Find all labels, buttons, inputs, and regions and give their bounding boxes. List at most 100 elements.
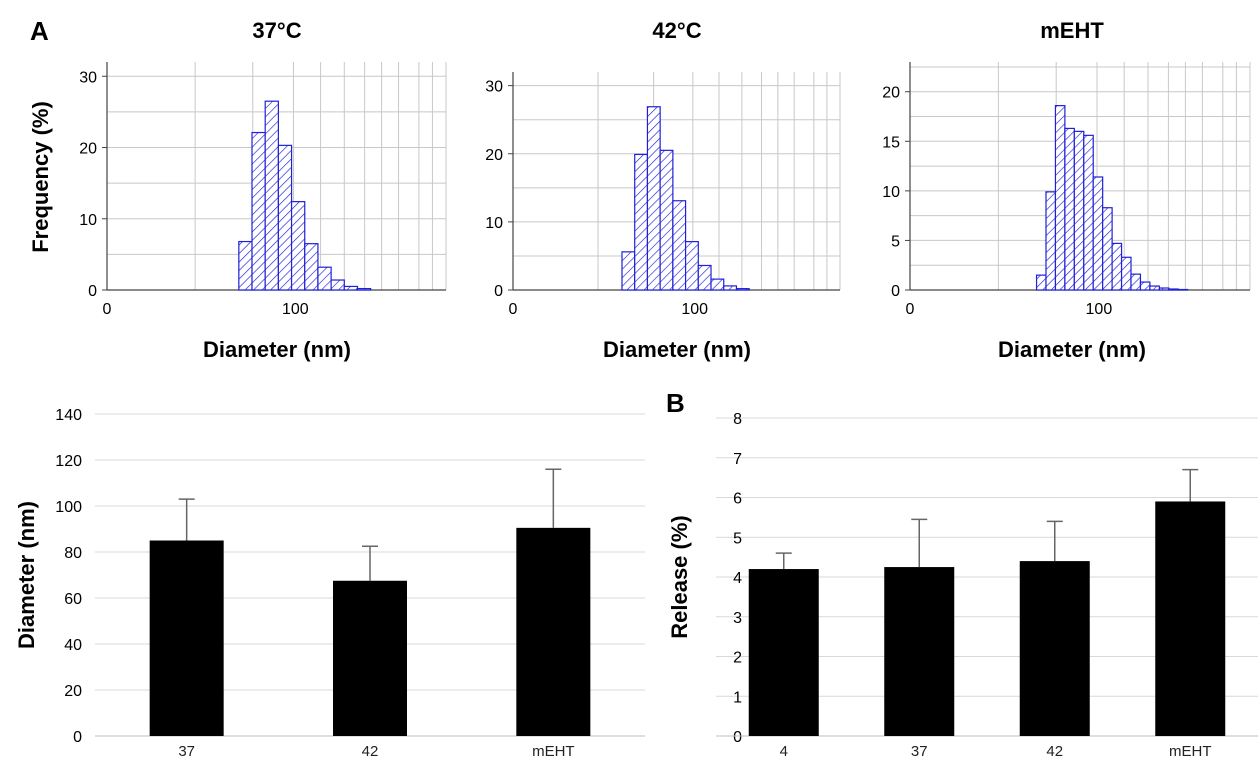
histogram-bar (1139, 281, 1151, 291)
bar (748, 569, 819, 736)
histogram-bar (1073, 130, 1085, 291)
histogram-bar (697, 264, 712, 291)
histogram-bar (621, 251, 636, 291)
histogram-bar (1092, 176, 1104, 291)
histogram-bar (735, 288, 750, 291)
y-tick-label: 3 (733, 610, 742, 627)
y-tick-label: 20 (485, 147, 503, 164)
histogram-title: mEHT (1040, 18, 1104, 43)
histogram-bar (1064, 127, 1075, 291)
y-tick-label: 0 (494, 283, 503, 300)
x-tick-label: mEHT (532, 743, 575, 760)
bar (516, 527, 591, 736)
y-tick-label: 5 (891, 233, 900, 250)
y-tick-label: 20 (64, 683, 82, 700)
histogram-bar (1083, 134, 1094, 291)
histogram-bar (251, 131, 266, 291)
y-tick-label: 20 (79, 141, 97, 158)
histogram-bar (1177, 288, 1189, 291)
x-tick-label: 42 (362, 743, 379, 760)
histogram-bar (238, 240, 253, 291)
histogram-meht: mEHT Diameter (nm) 0 5 10 15 20 0 100 (882, 18, 1251, 362)
histogram-bar (1102, 207, 1113, 291)
histogram-bar (1054, 105, 1066, 291)
histogram-bar (672, 200, 687, 291)
bar (1155, 501, 1226, 736)
bar (333, 580, 407, 736)
y-tick-label: 7 (733, 451, 742, 468)
histogram-bar (1045, 191, 1057, 291)
histogram-title: 37°C (252, 18, 301, 43)
y-axis-title: Diameter (nm) (14, 501, 39, 649)
y-tick-label: 5 (733, 530, 742, 547)
y-tick-label: 0 (88, 283, 97, 300)
histogram-title: 42°C (652, 18, 701, 43)
y-tick-label: 15 (882, 134, 900, 151)
y-tick-label: 0 (733, 729, 742, 746)
histogram-bar (646, 106, 661, 291)
histogram-bar (710, 278, 725, 291)
y-tick-label: 40 (64, 637, 82, 654)
histogram-bar (1149, 285, 1160, 291)
x-axis-title: Diameter (nm) (603, 337, 751, 362)
x-axis-title: Diameter (nm) (998, 337, 1146, 362)
y-tick-label: 6 (733, 491, 742, 508)
x-tick-label: 0 (103, 301, 112, 318)
release-bar-chart: Release (%) 0 1 2 3 4 5 6 7 8 4 37 42 mEHT (667, 411, 1258, 760)
histogram-bar (290, 201, 306, 291)
x-axis-title: Diameter (nm) (203, 337, 351, 362)
histogram-bar (277, 144, 293, 291)
y-tick-label: 120 (55, 453, 82, 470)
y-tick-label: 10 (882, 184, 900, 201)
histogram-bar (330, 279, 345, 291)
bar (1019, 561, 1090, 736)
histogram-bar (343, 285, 359, 291)
y-tick-label: 140 (55, 407, 82, 424)
y-tick-label: 20 (882, 85, 900, 102)
x-tick-label: 4 (780, 743, 788, 760)
y-tick-label: 0 (73, 729, 82, 746)
histogram-bar (723, 285, 738, 291)
x-tick-label: 42 (1046, 743, 1063, 760)
histogram-bar (1035, 274, 1047, 291)
x-tick-label: mEHT (1169, 743, 1212, 760)
histogram-bar (1158, 287, 1170, 291)
x-tick-label: 0 (509, 301, 518, 318)
bar (149, 540, 224, 736)
histogram-bar (1130, 273, 1142, 291)
diameter-bar-chart: Diameter (nm) 0 20 40 60 80 100 120 140 37 42 mEHT (14, 407, 645, 760)
x-tick-label: 0 (906, 301, 915, 318)
y-tick-label: 60 (64, 591, 82, 608)
y-tick-label: 100 (55, 499, 82, 516)
y-tick-label: 10 (485, 215, 503, 232)
histogram-42c: 42°C Diameter (nm) 0 10 20 30 0 100 (485, 18, 841, 362)
x-tick-label: 100 (282, 301, 309, 318)
histogram-bar (1168, 288, 1179, 291)
panel-label-a: A (30, 16, 49, 46)
x-tick-label: 100 (681, 301, 708, 318)
panel-label-b: B (666, 388, 685, 418)
y-tick-label: 8 (733, 411, 742, 428)
bar (884, 567, 955, 736)
y-tick-label: 80 (64, 545, 82, 562)
histogram-bar (1120, 256, 1132, 291)
histogram-bar (659, 149, 674, 291)
y-tick-label: 2 (733, 650, 742, 667)
y-tick-label: 30 (79, 69, 97, 86)
y-tick-label: 1 (733, 689, 742, 706)
x-tick-label: 37 (178, 743, 195, 760)
y-tick-label: 30 (485, 79, 503, 96)
y-tick-label: 10 (79, 212, 97, 229)
x-tick-label: 100 (1086, 301, 1113, 318)
histogram-bar (1111, 242, 1123, 291)
y-axis-title: Frequency (%) (28, 101, 53, 253)
y-tick-label: 4 (733, 570, 742, 587)
histogram-bar (684, 241, 699, 291)
x-tick-label: 37 (911, 743, 928, 760)
histogram-bar (356, 287, 372, 291)
histogram-bar (304, 243, 319, 291)
histogram-bar (317, 266, 332, 291)
histogram-37c: 37°C Diameter (nm) Frequency (%) 0 10 20 30… (28, 18, 447, 362)
y-tick-label: 0 (891, 283, 900, 300)
